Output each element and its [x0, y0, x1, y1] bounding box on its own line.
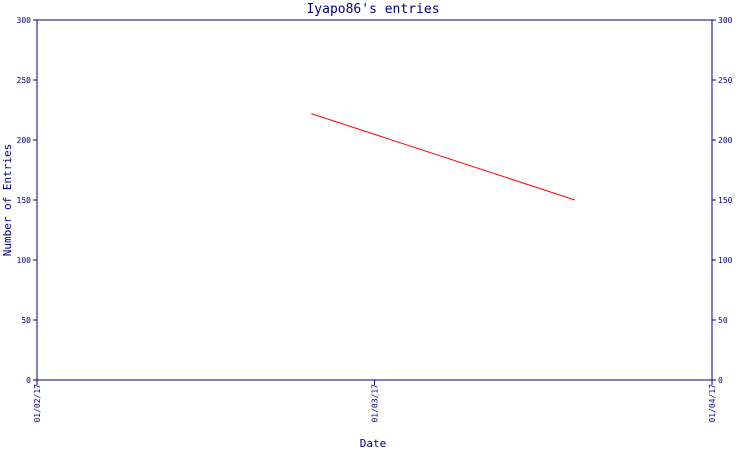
series-line: [311, 113, 576, 201]
y-tick-label-left: 250: [17, 76, 32, 85]
y-tick-label-left: 50: [21, 316, 31, 325]
chart-title: Iyapo86's entries: [306, 2, 439, 17]
y-tick-label-left: 300: [17, 16, 32, 25]
y-tick-label-right: 50: [718, 316, 728, 325]
plot-frame: [36, 19, 713, 381]
y-tick-label-left: 100: [17, 256, 32, 265]
right-y-axis: 0 50 100 150 200 250 300: [712, 16, 733, 385]
left-y-axis: 0 50 100 150 200 250 300: [17, 16, 37, 385]
y-tick-label-right: 200: [718, 136, 733, 145]
series-layer: [311, 113, 576, 201]
y-tick-label-right: 0: [718, 376, 723, 385]
x-tick-label: 01/03/17: [371, 384, 380, 423]
y-tick-label-right: 100: [718, 256, 733, 265]
x-tick-label: 01/04/17: [708, 384, 717, 423]
y-tick-label-left: 200: [17, 136, 32, 145]
y-axis-title: Number of Entries: [1, 144, 14, 257]
y-tick-label-right: 150: [718, 196, 733, 205]
y-tick-label-right: 250: [718, 76, 733, 85]
y-tick-label-left: 0: [26, 376, 31, 385]
x-tick-label: 01/02/17: [33, 384, 42, 423]
x-axis-title: Date: [360, 437, 387, 450]
y-tick-label-left: 150: [17, 196, 32, 205]
y-tick-label-right: 300: [718, 16, 733, 25]
x-axis: 01/02/17 01/03/17 01/04/17: [33, 380, 717, 423]
